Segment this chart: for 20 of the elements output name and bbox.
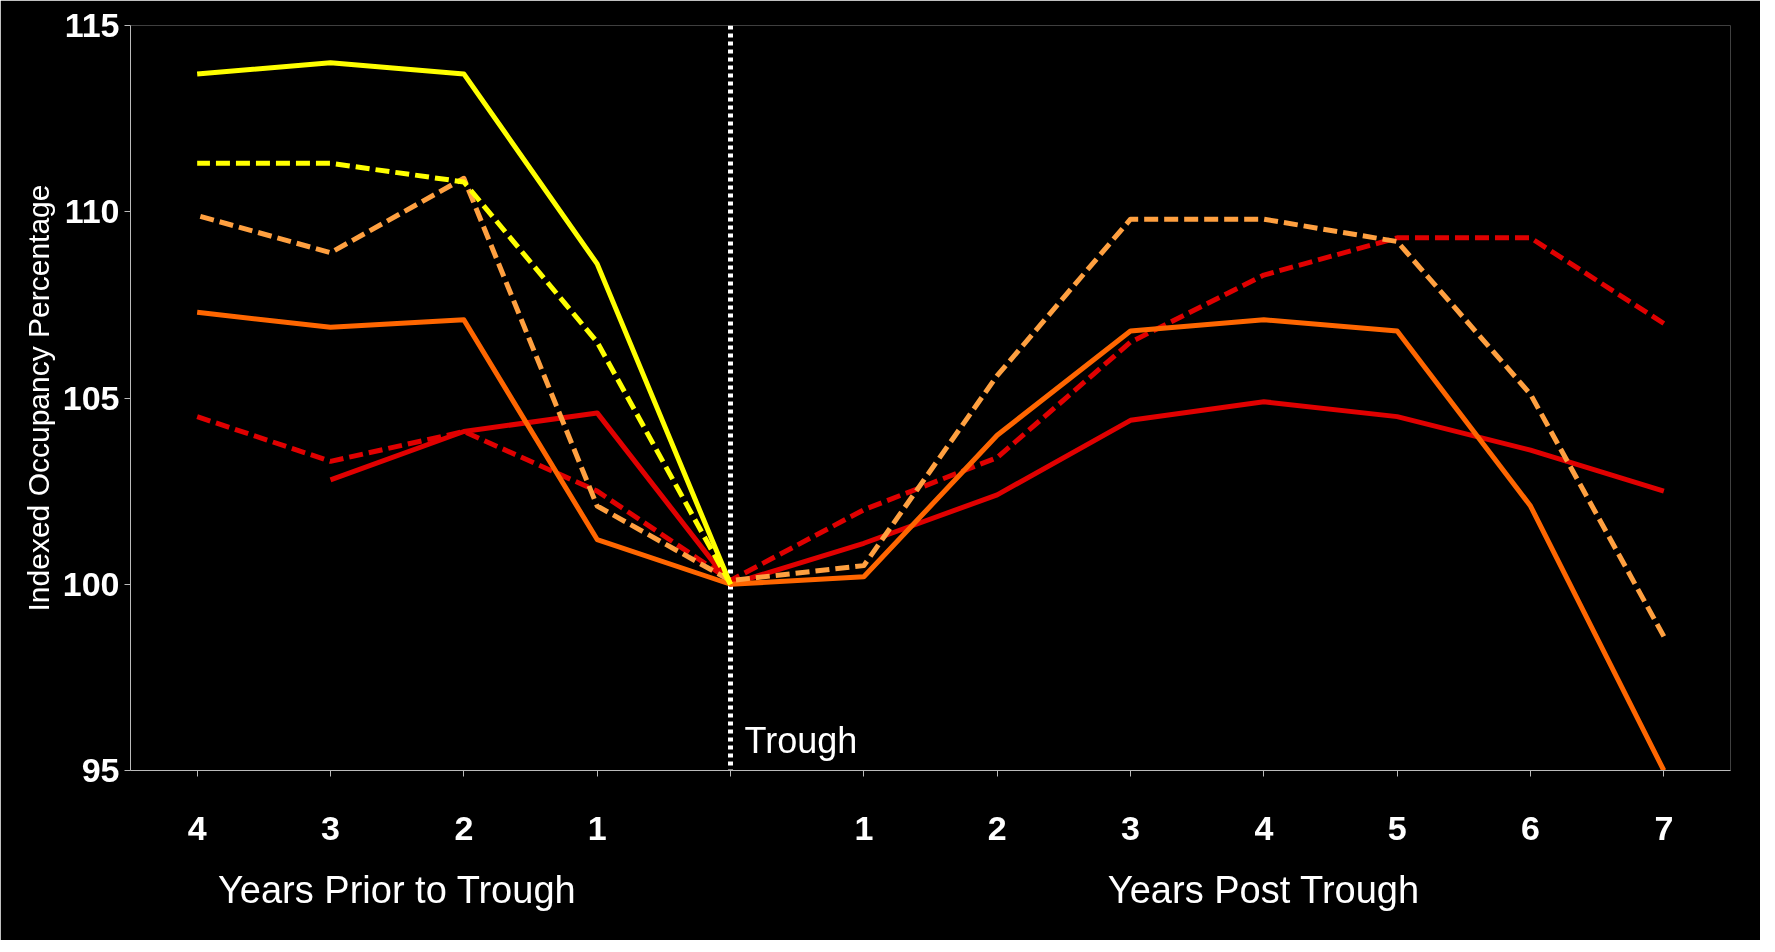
x-tick-label: 7: [1654, 808, 1674, 847]
x-tick-label: 2: [454, 808, 474, 847]
x-tick-label: 1: [854, 808, 874, 847]
text: Years Prior to Trough: [217, 868, 576, 911]
text: Years Post Trough: [1107, 868, 1420, 911]
x-tick-label: 2: [987, 808, 1007, 847]
y-axis-title: Indexed Occupancy Percentage: [21, 184, 55, 612]
x-tick-label: 5: [1387, 808, 1407, 847]
y-tick-label: 95: [81, 751, 120, 789]
y-tick-label: 110: [64, 192, 120, 231]
y-tick-label: 115: [64, 6, 120, 44]
x-tick-label: 3: [321, 808, 340, 847]
x-tick-label: 4: [187, 808, 207, 847]
x-tick-label: 6: [1521, 808, 1540, 847]
x-tick-label: 3: [1121, 808, 1140, 847]
x-tick-label: 4: [1254, 808, 1274, 847]
y-tick-label: 105: [62, 378, 120, 417]
ref-line-label: Trough: [744, 719, 858, 761]
x-tick-label: 1: [587, 808, 607, 847]
y-tick-label: 100: [62, 564, 120, 603]
